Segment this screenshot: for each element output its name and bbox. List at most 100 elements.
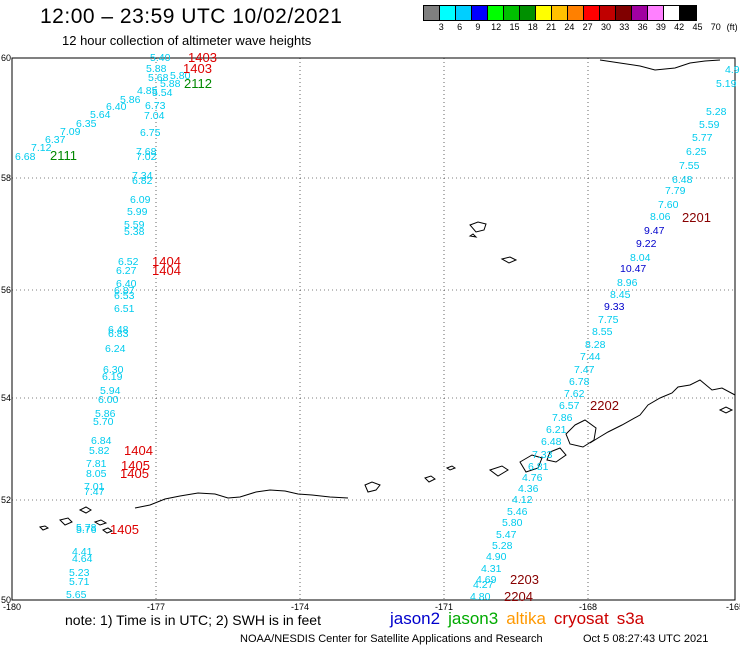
colorbar-swatch: [552, 6, 568, 20]
colorbar-label: 12: [491, 22, 502, 32]
lat-label: 60: [1, 53, 11, 63]
swh-value: 6.81: [528, 461, 549, 473]
coastline-alaska-peninsula: [589, 379, 736, 444]
colorbar-swatch: [440, 6, 456, 20]
swh-value: 7.02: [136, 151, 157, 163]
colorbar-label: 30: [600, 22, 612, 32]
colorbar-label: 27: [582, 22, 593, 32]
swh-value: 4.85: [137, 85, 158, 97]
swh-value: 6.00: [98, 394, 119, 406]
colorbar-swatch: [504, 6, 520, 20]
swh-value: 6.40: [106, 101, 127, 113]
swh-value: 4.41: [72, 546, 93, 558]
lat-label: 50: [1, 595, 11, 605]
colorbar-swatch: [616, 6, 632, 20]
colorbar-label: 3: [438, 22, 444, 32]
swh-value: 7.12: [31, 142, 52, 154]
time-label: 1403: [188, 50, 217, 65]
island-umnak: [488, 465, 509, 477]
time-label: 1403: [183, 61, 212, 76]
colorbar-swatch: [632, 6, 648, 20]
swh-value: 7.55: [679, 160, 700, 172]
lon-label: -180: [3, 602, 21, 612]
swh-value: 8.06: [650, 211, 671, 223]
lon-label: -174: [291, 602, 309, 612]
swh-value: 5.71: [69, 576, 90, 588]
island-st-paul: [500, 256, 518, 264]
time-label: 1404: [152, 263, 181, 278]
coastlines: [38, 59, 736, 534]
swh-value: 7.01: [84, 481, 105, 493]
swh-value: 8.96: [617, 277, 638, 289]
swh-colorbar: [423, 5, 697, 21]
island-pribilof: [469, 221, 487, 233]
axis-labels: -180 -177 -174 -171 -168 -165 60 58 56 54 52 50: [1, 53, 740, 612]
swh-value: 5.46: [507, 506, 528, 518]
swh-value: 5.88: [146, 63, 167, 75]
island-small-9: [718, 406, 734, 414]
lon-label: -171: [435, 602, 453, 612]
page-title: 12:00 – 23:59 UTC 10/02/2021: [40, 5, 343, 28]
mission-altika: altika: [506, 609, 546, 628]
swh-value: 6.51: [114, 303, 135, 315]
swh-value: 6.75: [140, 127, 161, 139]
swh-value: 6.83: [108, 328, 129, 340]
colorbar-label: 21: [546, 22, 557, 32]
swh-value: 6.21: [546, 424, 567, 436]
lon-label: -177: [147, 602, 165, 612]
generated-timestamp: Oct 5 08:27:43 UTC 2021: [583, 633, 709, 645]
time-label: 1404: [152, 254, 181, 269]
mission-legend: jason2 jason3 altika cryosat s3a: [390, 609, 652, 629]
swh-value: 4.80: [470, 591, 491, 603]
island-small-8: [38, 525, 50, 531]
swh-value: 5.99: [127, 206, 148, 218]
mission-jason3: jason3: [448, 609, 499, 628]
swh-value: 5.47: [496, 529, 517, 541]
map-grid: [12, 58, 735, 600]
swh-value: 5.38: [124, 226, 145, 238]
swh-value: 6.40: [116, 278, 137, 290]
swh-value: 5.88: [160, 78, 181, 90]
footer-note: note: 1) Time is in UTC; 2) SWH is in fe…: [65, 612, 321, 628]
swh-value: 6.68: [15, 151, 36, 163]
swh-value: 7.34: [132, 170, 153, 182]
swh-value: 4.90: [486, 551, 507, 563]
swh-value: 6.53: [114, 290, 135, 302]
lon-label: -168: [579, 602, 597, 612]
swh-value: 9.33: [604, 301, 625, 313]
island-unimak: [565, 419, 597, 448]
swh-value: 4.64: [72, 553, 93, 565]
swh-value: 5.70: [93, 416, 114, 428]
swh-value: 6.30: [103, 364, 124, 376]
swh-value: 5.40: [150, 52, 171, 64]
colorbar-label: 15: [509, 22, 520, 32]
swh-value: 5.54: [152, 87, 173, 99]
swh-value: 6.78: [569, 376, 590, 388]
swh-value: 5.78: [76, 522, 97, 534]
swh-value: 8.28: [585, 339, 606, 351]
island-small-7: [101, 527, 114, 534]
swh-value: 8.04: [630, 252, 651, 264]
colorbar-swatch: [488, 6, 504, 20]
island-small-5: [59, 517, 73, 526]
swh-value: 5.86: [120, 94, 141, 106]
colorbar-label: 33: [619, 22, 630, 32]
time-label: 1405: [120, 466, 149, 481]
satellite-tracks: 5.405.885.68 5.805.884.855.545.866.40 6.73…: [15, 50, 740, 604]
swh-value: 7.68: [136, 146, 157, 158]
colorbar-swatch: [584, 6, 600, 20]
time-label: 2111: [50, 148, 77, 163]
swh-value: 5.64: [90, 109, 111, 121]
map-frame: [11, 57, 736, 601]
swh-value: 8.05: [86, 468, 107, 480]
swh-value: 6.19: [102, 371, 123, 383]
swh-value: 7.09: [60, 126, 81, 138]
swh-value: 5.28: [492, 540, 513, 552]
swh-value: 7.86: [552, 412, 573, 424]
swh-value: 7.75: [598, 314, 619, 326]
island-atka: [364, 481, 381, 493]
time-label: 2203: [510, 572, 539, 587]
lon-label: -165: [726, 602, 740, 612]
swh-value: 5.59: [699, 119, 720, 131]
